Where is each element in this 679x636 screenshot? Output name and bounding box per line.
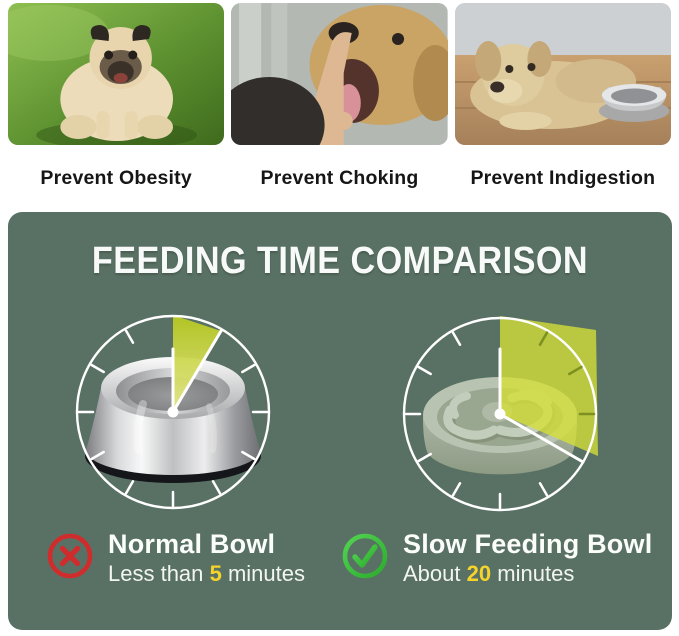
slow-bowl-result: Slow Feeding Bowl About 20 minutes: [341, 530, 652, 587]
clock-ticks: [77, 329, 269, 508]
benefit-caption: Prevent Indigestion: [470, 167, 656, 189]
five-minute-wedge: [173, 315, 221, 412]
clock-ring: [75, 314, 271, 510]
slow-feeder-clock: [402, 316, 598, 512]
slow-bowl-name: Slow Feeding Bowl: [403, 529, 653, 559]
clock-center-dot: [494, 408, 506, 420]
time-value: 20: [466, 561, 492, 587]
time-suffix: minutes: [227, 561, 306, 587]
normal-bowl-time: Less than 5 minutes: [108, 561, 305, 587]
clock-ticks-in-wedge: [538, 331, 596, 416]
benefit-card-indigestion: Prevent Indigestion: [454, 3, 671, 212]
normal-bowl-clock: [75, 314, 271, 510]
benefit-card-obesity: Prevent Obesity: [8, 3, 225, 212]
time-value: 5: [209, 561, 222, 587]
x-circle-icon: [47, 533, 93, 579]
clock-ring: [402, 316, 598, 512]
normal-bowl-result: Normal Bowl Less than 5 minutes: [46, 530, 305, 587]
benefit-row: Prevent Obesity Pre: [0, 0, 679, 212]
clock-ticks: [404, 331, 549, 510]
check-circle-icon: [342, 533, 388, 579]
normal-bowl-name: Normal Bowl: [108, 529, 276, 559]
time-suffix: minutes: [497, 561, 575, 587]
benefit-caption: Prevent Obesity: [40, 167, 192, 189]
time-prefix: Less than: [108, 561, 204, 587]
time-prefix: About: [403, 561, 461, 587]
comparison-panel: FEEDING TIME COMPARISON: [8, 212, 672, 630]
clock-hands: [171, 329, 223, 414]
dog-with-bowl-photo: [454, 3, 671, 145]
benefit-caption: Prevent Choking: [260, 167, 419, 189]
clock-hands: [498, 347, 585, 464]
comparison-title: FEEDING TIME COMPARISON: [91, 240, 589, 282]
dog-mouth-check-photo: [231, 3, 448, 145]
clock-center-dot: [167, 406, 179, 418]
pug-photo: [8, 3, 225, 145]
benefit-card-choking: Prevent Choking: [231, 3, 448, 212]
slow-bowl-time: About 20 minutes: [403, 561, 652, 587]
